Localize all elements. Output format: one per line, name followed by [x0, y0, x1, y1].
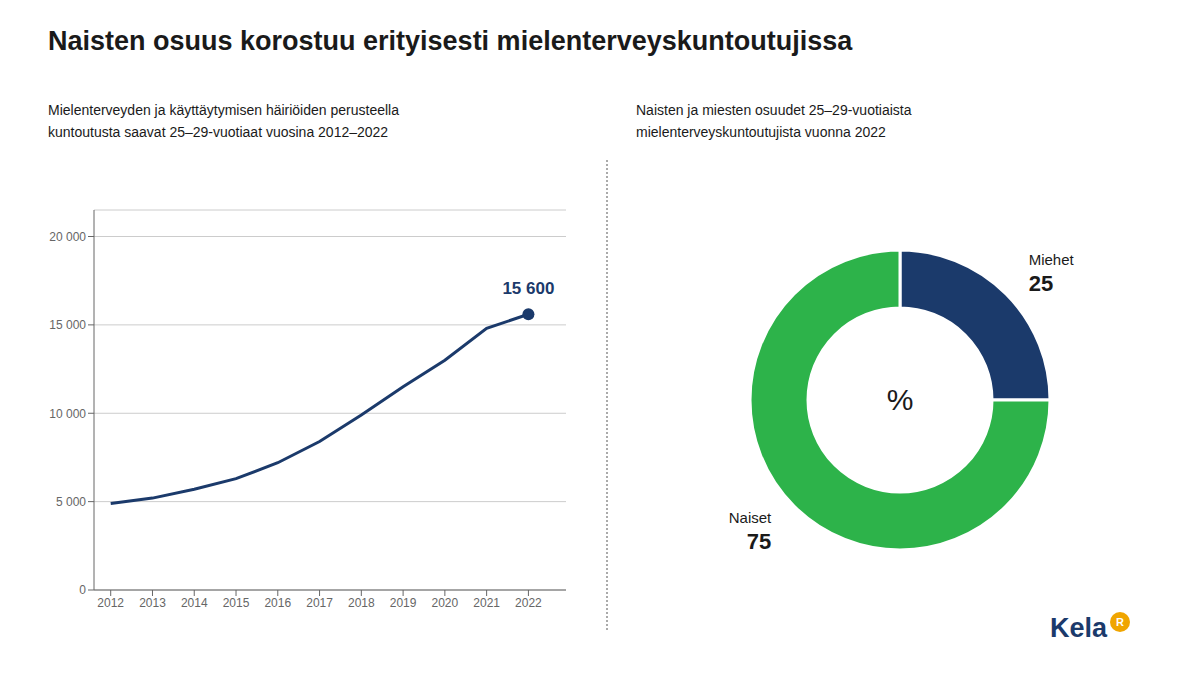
- svg-text:2012: 2012: [97, 596, 124, 610]
- html-text:Mielenterveyden ja käyttäytymi: Mielenterveyden ja käyttäytymisen häiriö…: [48, 102, 399, 140]
- svg-text:15 000: 15 000: [49, 318, 86, 332]
- svg-text:2015: 2015: [223, 596, 250, 610]
- svg-text:2021: 2021: [473, 596, 500, 610]
- html-text:R: R: [1116, 616, 1124, 628]
- html-text:Naisten osuus korostuu erityis: Naisten osuus korostuu erityisesti miele…: [48, 26, 853, 56]
- svg-text:0: 0: [79, 583, 86, 597]
- svg-text:75: 75: [747, 529, 771, 554]
- svg-text:25: 25: [1029, 271, 1053, 296]
- svg-text:15 600: 15 600: [502, 279, 554, 298]
- svg-text:2014: 2014: [181, 596, 208, 610]
- svg-text:10 000: 10 000: [49, 407, 86, 421]
- html-text:Naisten ja miesten osuudet 25–: Naisten ja miesten osuudet 25–29-vuotiai…: [636, 102, 912, 140]
- svg-text:2018: 2018: [348, 596, 375, 610]
- svg-text:2013: 2013: [139, 596, 166, 610]
- svg-text:2019: 2019: [390, 596, 417, 610]
- svg-text:2016: 2016: [264, 596, 291, 610]
- svg-text:5 000: 5 000: [56, 495, 86, 509]
- svg-text:2017: 2017: [306, 596, 333, 610]
- svg-text:2020: 2020: [432, 596, 459, 610]
- svg-text:2022: 2022: [515, 596, 542, 610]
- svg-text:Miehet: Miehet: [1029, 251, 1075, 268]
- svg-text:20 000: 20 000: [49, 230, 86, 244]
- html-text:Kela: Kela: [1050, 613, 1107, 643]
- svg-text:Naiset: Naiset: [729, 509, 772, 526]
